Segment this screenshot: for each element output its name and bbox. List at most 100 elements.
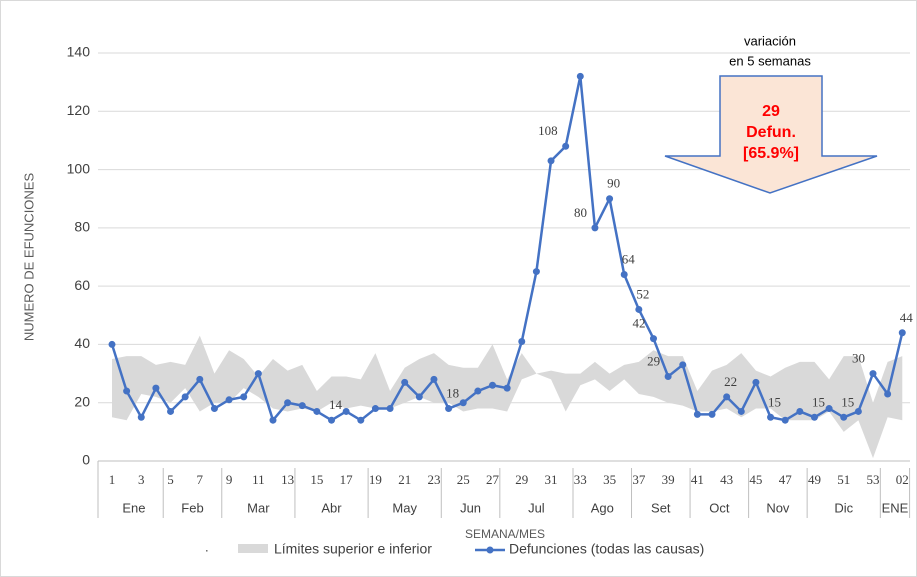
x-tick-label: 35 bbox=[603, 472, 616, 487]
x-tick-label: 43 bbox=[720, 472, 733, 487]
deaths-point bbox=[401, 378, 409, 386]
deaths-point bbox=[635, 305, 643, 313]
x-tick-label: 13 bbox=[281, 472, 294, 487]
month-label: Feb bbox=[181, 500, 203, 515]
data-label: 44 bbox=[900, 310, 914, 325]
limits-band bbox=[112, 335, 903, 459]
deaths-point bbox=[284, 399, 292, 407]
month-label: Abr bbox=[321, 500, 342, 515]
deaths-point bbox=[737, 407, 745, 415]
month-label: Mar bbox=[247, 500, 270, 515]
x-tick-label: 15 bbox=[310, 472, 323, 487]
y-axis-label: NUMERO DE EFUNCIONES bbox=[21, 173, 36, 342]
x-tick-label: 02 bbox=[896, 472, 909, 487]
month-label: May bbox=[392, 500, 417, 515]
x-tick-label: 45 bbox=[749, 472, 762, 487]
deaths-point bbox=[898, 329, 906, 337]
month-label: Set bbox=[651, 500, 671, 515]
deaths-point bbox=[518, 338, 526, 346]
x-tick-label: 31 bbox=[545, 472, 558, 487]
x-tick-label: 5 bbox=[167, 472, 174, 487]
x-tick-label: 53 bbox=[867, 472, 880, 487]
deaths-point bbox=[371, 405, 379, 413]
data-label: 64 bbox=[622, 251, 636, 266]
annotation-arrow bbox=[664, 75, 878, 194]
y-tick-label: 140 bbox=[67, 44, 91, 60]
deaths-point bbox=[606, 195, 614, 203]
deaths-point bbox=[723, 393, 731, 401]
deaths-point bbox=[313, 407, 321, 415]
deaths-point bbox=[152, 384, 160, 392]
deaths-point bbox=[445, 405, 453, 413]
data-label: 52 bbox=[636, 286, 649, 301]
month-label: ENE bbox=[882, 500, 909, 515]
deaths-point bbox=[210, 405, 218, 413]
deaths-point bbox=[298, 402, 306, 410]
deaths-point bbox=[591, 224, 599, 232]
data-label: 22 bbox=[724, 374, 737, 389]
legend-swatch bbox=[238, 544, 268, 553]
x-tick-label: 25 bbox=[457, 472, 470, 487]
y-tick-label: 100 bbox=[67, 160, 91, 176]
deaths-point bbox=[342, 407, 350, 415]
annotation-title: variación bbox=[744, 33, 796, 48]
deaths-point bbox=[869, 370, 877, 378]
month-label: Ago bbox=[591, 500, 614, 515]
deaths-point bbox=[489, 381, 496, 389]
data-label: 14 bbox=[329, 397, 343, 412]
month-label: Nov bbox=[766, 500, 790, 515]
month-label: Ene bbox=[122, 500, 145, 515]
deaths-point bbox=[137, 413, 145, 421]
x-tick-label: 41 bbox=[691, 472, 704, 487]
legend-label: Defunciones (todas las causas) bbox=[509, 541, 704, 557]
data-label: 15 bbox=[768, 394, 781, 409]
y-tick-label: 60 bbox=[74, 277, 90, 293]
deaths-point bbox=[196, 375, 204, 383]
deaths-point bbox=[474, 387, 482, 395]
x-tick-label: 29 bbox=[515, 472, 528, 487]
deaths-point bbox=[430, 375, 438, 383]
deaths-point bbox=[386, 405, 394, 413]
deaths-point bbox=[532, 268, 540, 276]
deaths-point bbox=[649, 335, 657, 343]
deaths-point bbox=[767, 413, 775, 421]
x-tick-label: 17 bbox=[340, 472, 354, 487]
x-tick-label: 47 bbox=[779, 472, 793, 487]
deaths-point bbox=[123, 387, 131, 395]
annotation-text: Defun. bbox=[746, 124, 796, 141]
data-label: 42 bbox=[632, 316, 645, 331]
annotation-text: 29 bbox=[762, 103, 780, 120]
data-label: 29 bbox=[647, 353, 660, 368]
y-tick-label: 120 bbox=[67, 102, 91, 118]
data-label: 80 bbox=[574, 205, 587, 220]
deaths-point bbox=[181, 393, 189, 401]
deaths-point bbox=[752, 378, 760, 386]
x-tick-label: 23 bbox=[427, 472, 440, 487]
deaths-point bbox=[679, 361, 687, 369]
x-tick-label: 33 bbox=[574, 472, 587, 487]
deaths-point bbox=[415, 393, 423, 401]
deaths-point bbox=[357, 416, 365, 424]
month-label: Dic bbox=[834, 500, 853, 515]
x-axis-label: SEMANA/MES bbox=[465, 527, 545, 541]
data-label: 30 bbox=[852, 351, 865, 366]
month-label: Jun bbox=[460, 500, 481, 515]
deaths-point bbox=[620, 270, 628, 278]
deaths-point bbox=[167, 407, 175, 415]
x-tick-label: 7 bbox=[197, 472, 204, 487]
deaths-point bbox=[781, 416, 789, 424]
deaths-point bbox=[503, 384, 511, 392]
deaths-point bbox=[269, 416, 277, 424]
deaths-point bbox=[225, 396, 233, 404]
data-label: 15 bbox=[812, 394, 825, 409]
deaths-point bbox=[854, 407, 862, 415]
legend-swatch bbox=[486, 546, 494, 554]
y-tick-label: 80 bbox=[74, 219, 90, 235]
deaths-point bbox=[708, 410, 716, 418]
x-tick-label: 1 bbox=[109, 472, 116, 487]
deaths-point bbox=[254, 370, 262, 378]
data-label: 108 bbox=[538, 123, 558, 138]
x-tick-label: 9 bbox=[226, 472, 233, 487]
deaths-point bbox=[693, 410, 701, 418]
